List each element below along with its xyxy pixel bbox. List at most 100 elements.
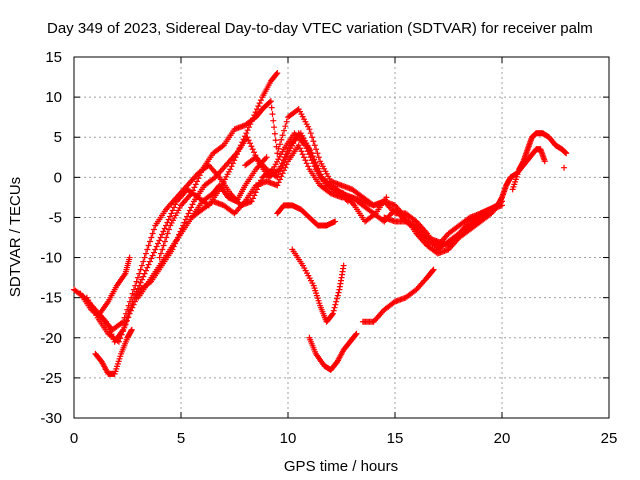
- data-point: [272, 137, 279, 144]
- data-point: [244, 134, 251, 141]
- y-tick-label: 0: [54, 169, 62, 186]
- data-point: [153, 243, 160, 250]
- data-point: [274, 174, 281, 181]
- data-point: [190, 187, 197, 194]
- data-point: [157, 234, 164, 241]
- data-point: [118, 331, 125, 338]
- data-point: [125, 314, 132, 321]
- data-point: [313, 146, 320, 153]
- y-tick-label: -15: [40, 290, 62, 307]
- data-point: [251, 192, 258, 199]
- series-track-1: [71, 70, 281, 345]
- data-point: [275, 179, 282, 186]
- x-tick-label: 25: [601, 430, 618, 447]
- data-point: [253, 106, 260, 113]
- data-point: [192, 181, 199, 188]
- data-point: [118, 319, 125, 326]
- data-point: [128, 326, 135, 333]
- data-point: [138, 262, 145, 269]
- data-point: [115, 338, 122, 345]
- data-point: [160, 228, 167, 235]
- data-point: [267, 98, 274, 105]
- data-point: [156, 237, 163, 244]
- series-track-14: [381, 198, 505, 249]
- data-point: [429, 267, 436, 274]
- data-point: [146, 238, 153, 245]
- data-point: [275, 171, 282, 178]
- data-point: [313, 163, 320, 170]
- grid: [74, 57, 609, 418]
- data-point: [141, 254, 148, 261]
- data-point: [249, 146, 256, 153]
- data-point: [244, 127, 251, 134]
- data-point: [305, 163, 312, 170]
- series-track-10: [92, 326, 135, 377]
- data-point: [219, 143, 226, 150]
- data-point: [311, 160, 318, 167]
- data-point: [123, 317, 130, 324]
- data-point: [332, 218, 339, 225]
- data-point: [331, 304, 338, 311]
- data-point: [303, 160, 310, 167]
- data-point: [169, 207, 176, 214]
- data-point: [171, 204, 178, 211]
- data-point: [306, 146, 313, 153]
- data-point: [302, 157, 309, 164]
- data-point: [145, 242, 152, 249]
- data-point: [186, 207, 193, 214]
- data-point: [257, 97, 264, 104]
- data-point: [157, 250, 164, 257]
- data-point: [125, 302, 132, 309]
- data-point: [165, 216, 172, 223]
- x-tick-label: 10: [280, 430, 297, 447]
- data-point: [160, 242, 167, 249]
- series-track-2: [77, 130, 351, 333]
- data-point: [126, 298, 133, 305]
- x-tick-label: 0: [70, 430, 78, 447]
- data-point: [148, 234, 155, 241]
- data-point: [301, 154, 308, 161]
- data-point: [137, 279, 144, 286]
- y-tick-label: 5: [54, 129, 62, 146]
- data-point: [227, 166, 234, 173]
- data-point: [270, 117, 277, 124]
- data-point: [156, 254, 163, 261]
- data-point: [430, 266, 437, 273]
- data-point: [195, 175, 202, 182]
- y-tick-label: 15: [45, 49, 62, 66]
- y-tick-label: -5: [49, 209, 62, 226]
- data-point: [129, 304, 136, 311]
- data-point: [122, 321, 129, 328]
- data-point: [330, 307, 337, 314]
- data-point: [314, 150, 321, 157]
- data-point: [133, 278, 140, 285]
- data-point: [315, 170, 322, 177]
- data-point: [188, 190, 195, 197]
- data-point: [228, 163, 235, 170]
- data-point: [311, 142, 318, 149]
- data-point: [161, 238, 168, 245]
- data-point: [198, 169, 205, 176]
- data-point: [266, 99, 273, 106]
- y-tick-label: -20: [40, 330, 62, 347]
- data-point: [275, 145, 282, 152]
- data-point: [278, 165, 285, 172]
- data-point: [130, 301, 137, 308]
- data-point: [247, 140, 254, 147]
- data-point: [306, 126, 313, 133]
- chart-title: Day 349 of 2023, Sidereal Day-to-day VTE…: [47, 20, 593, 37]
- data-point: [145, 261, 152, 268]
- data-point: [299, 151, 306, 158]
- data-point: [295, 142, 302, 149]
- data-point: [140, 273, 147, 280]
- data-point: [278, 136, 285, 143]
- data-point: [188, 204, 195, 211]
- data-point: [280, 127, 287, 134]
- data-point: [329, 311, 336, 318]
- data-point: [142, 250, 149, 257]
- data-point: [274, 70, 281, 77]
- data-point: [282, 156, 289, 163]
- y-tick-label: -30: [40, 410, 62, 427]
- data-point: [127, 307, 134, 314]
- data-point: [310, 138, 317, 145]
